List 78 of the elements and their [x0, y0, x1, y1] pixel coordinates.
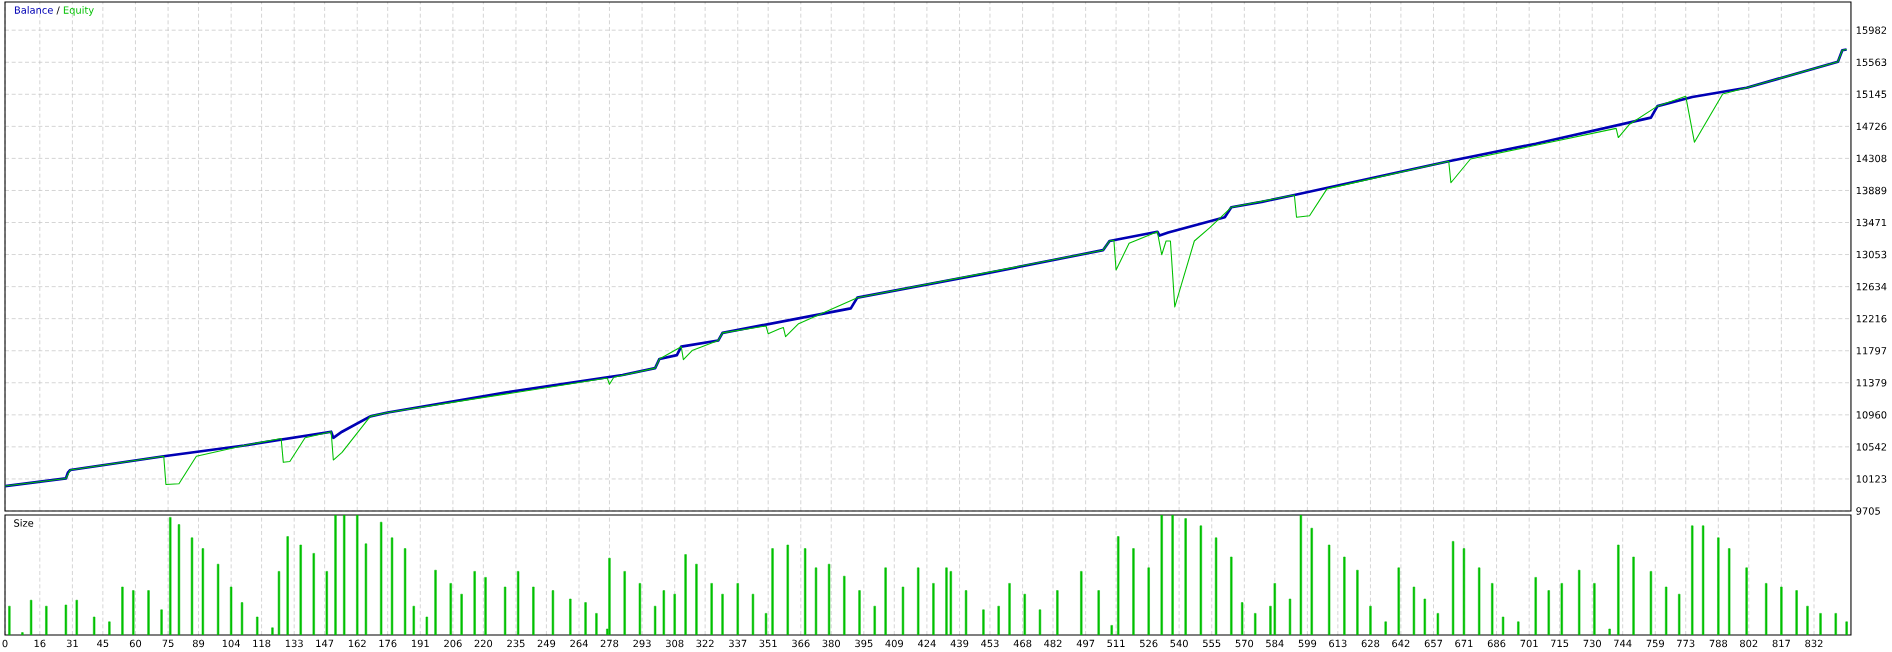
text: Balance [14, 6, 53, 14]
x-tick-label: 744 [1614, 639, 1632, 647]
x-tick-label: 380 [822, 639, 840, 648]
y-tick-label: 15982 [1856, 26, 1887, 34]
x-tick-label: 482 [1044, 639, 1062, 648]
y-tick-label: 13889 [1856, 186, 1887, 195]
x-tick-label: 16 [34, 639, 46, 648]
x-tick-label: 104 [222, 639, 240, 648]
y-tick-label: 14726 [1856, 122, 1887, 131]
x-tick-label: 206 [444, 639, 462, 648]
annotation: / [56, 6, 60, 15]
x-tick-label: 351 [759, 639, 777, 648]
x-tick-label: 584 [1266, 639, 1284, 648]
x-tick-label: 671 [1455, 639, 1473, 648]
y-tick-label: 10123 [1856, 475, 1887, 483]
x-tick-label: 176 [379, 639, 397, 648]
y-tick-label: 14308 [1856, 154, 1887, 163]
x-tick-label: 613 [1329, 639, 1347, 648]
x-tick-label: 701 [1520, 639, 1538, 648]
x-tick-label: 628 [1361, 639, 1380, 648]
x-tick-label: 540 [1170, 639, 1188, 648]
x-tick-label: 832 [1805, 639, 1823, 648]
x-tick-label: 220 [474, 639, 493, 648]
x-tick-label: 0 [2, 639, 8, 648]
x-tick-label: 89 [192, 639, 205, 648]
y-tick-label: 12216 [1856, 314, 1887, 323]
x-tick-label: 657 [1424, 639, 1443, 648]
x-tick-label: 133 [285, 639, 303, 648]
x-tick-label: 802 [1740, 639, 1758, 648]
x-tick-label: 162 [348, 639, 366, 648]
x-tick-label: 570 [1235, 639, 1254, 648]
x-tick-label: 249 [537, 639, 556, 648]
y-tick-label: 13471 [1856, 218, 1887, 227]
x-tick-label: 497 [1076, 639, 1095, 648]
y-tick-label: 15145 [1856, 90, 1887, 98]
x-tick-label: 395 [855, 639, 873, 648]
x-tick-label: 235 [507, 639, 525, 648]
x-tick-label: 686 [1487, 639, 1506, 648]
x-tick-label: 366 [792, 639, 810, 648]
x-tick-label: 308 [666, 639, 684, 648]
y-tick-label: 11797 [1856, 347, 1887, 355]
x-tick-label: 788 [1709, 639, 1728, 648]
x-tick-label: 511 [1107, 639, 1125, 648]
x-tick-label: 642 [1392, 639, 1410, 648]
text: Equity [63, 6, 94, 16]
x-tick-label: 439 [950, 639, 969, 648]
y-tick-label: 12634 [1856, 282, 1887, 291]
x-tick-label: 468 [1013, 639, 1032, 648]
x-tick-label: 453 [981, 639, 999, 648]
x-tick-label: 730 [1583, 639, 1601, 648]
x-tick-label: 293 [633, 639, 651, 648]
x-tick-label: 191 [411, 639, 429, 648]
x-tick-label: 75 [162, 639, 174, 648]
x-tick-label: 264 [570, 639, 588, 648]
x-tick-label: 599 [1298, 639, 1317, 648]
x-tick-label: 278 [600, 639, 619, 648]
x-tick-label: 337 [729, 639, 747, 648]
x-tick-label: 45 [97, 639, 109, 648]
x-tick-label: 409 [885, 639, 904, 648]
x-tick-label: 118 [253, 639, 271, 648]
x-tick-label: 526 [1140, 639, 1158, 648]
x-tick-label: 31 [66, 639, 78, 648]
y-tick-label: 10542 [1856, 443, 1887, 451]
x-tick-label: 60 [129, 639, 142, 648]
y-tick-label: 13053 [1856, 250, 1887, 259]
x-tick-label: 424 [917, 639, 936, 648]
chart-title: Size [14, 519, 34, 527]
y-tick-label: 9705 [1856, 507, 1880, 515]
x-tick-label: 147 [316, 639, 334, 647]
x-tick-label: 555 [1203, 639, 1221, 648]
x-tick-label: 322 [696, 639, 714, 648]
y-tick-label: 11379 [1856, 379, 1887, 387]
x-tick-label: 773 [1677, 639, 1695, 648]
x-tick-label: 817 [1772, 639, 1790, 648]
x-tick-label: 759 [1646, 639, 1664, 648]
y-tick-label: 10960 [1856, 411, 1887, 419]
x-tick-label: 715 [1551, 639, 1569, 648]
y-tick-label: 15563 [1856, 58, 1887, 67]
